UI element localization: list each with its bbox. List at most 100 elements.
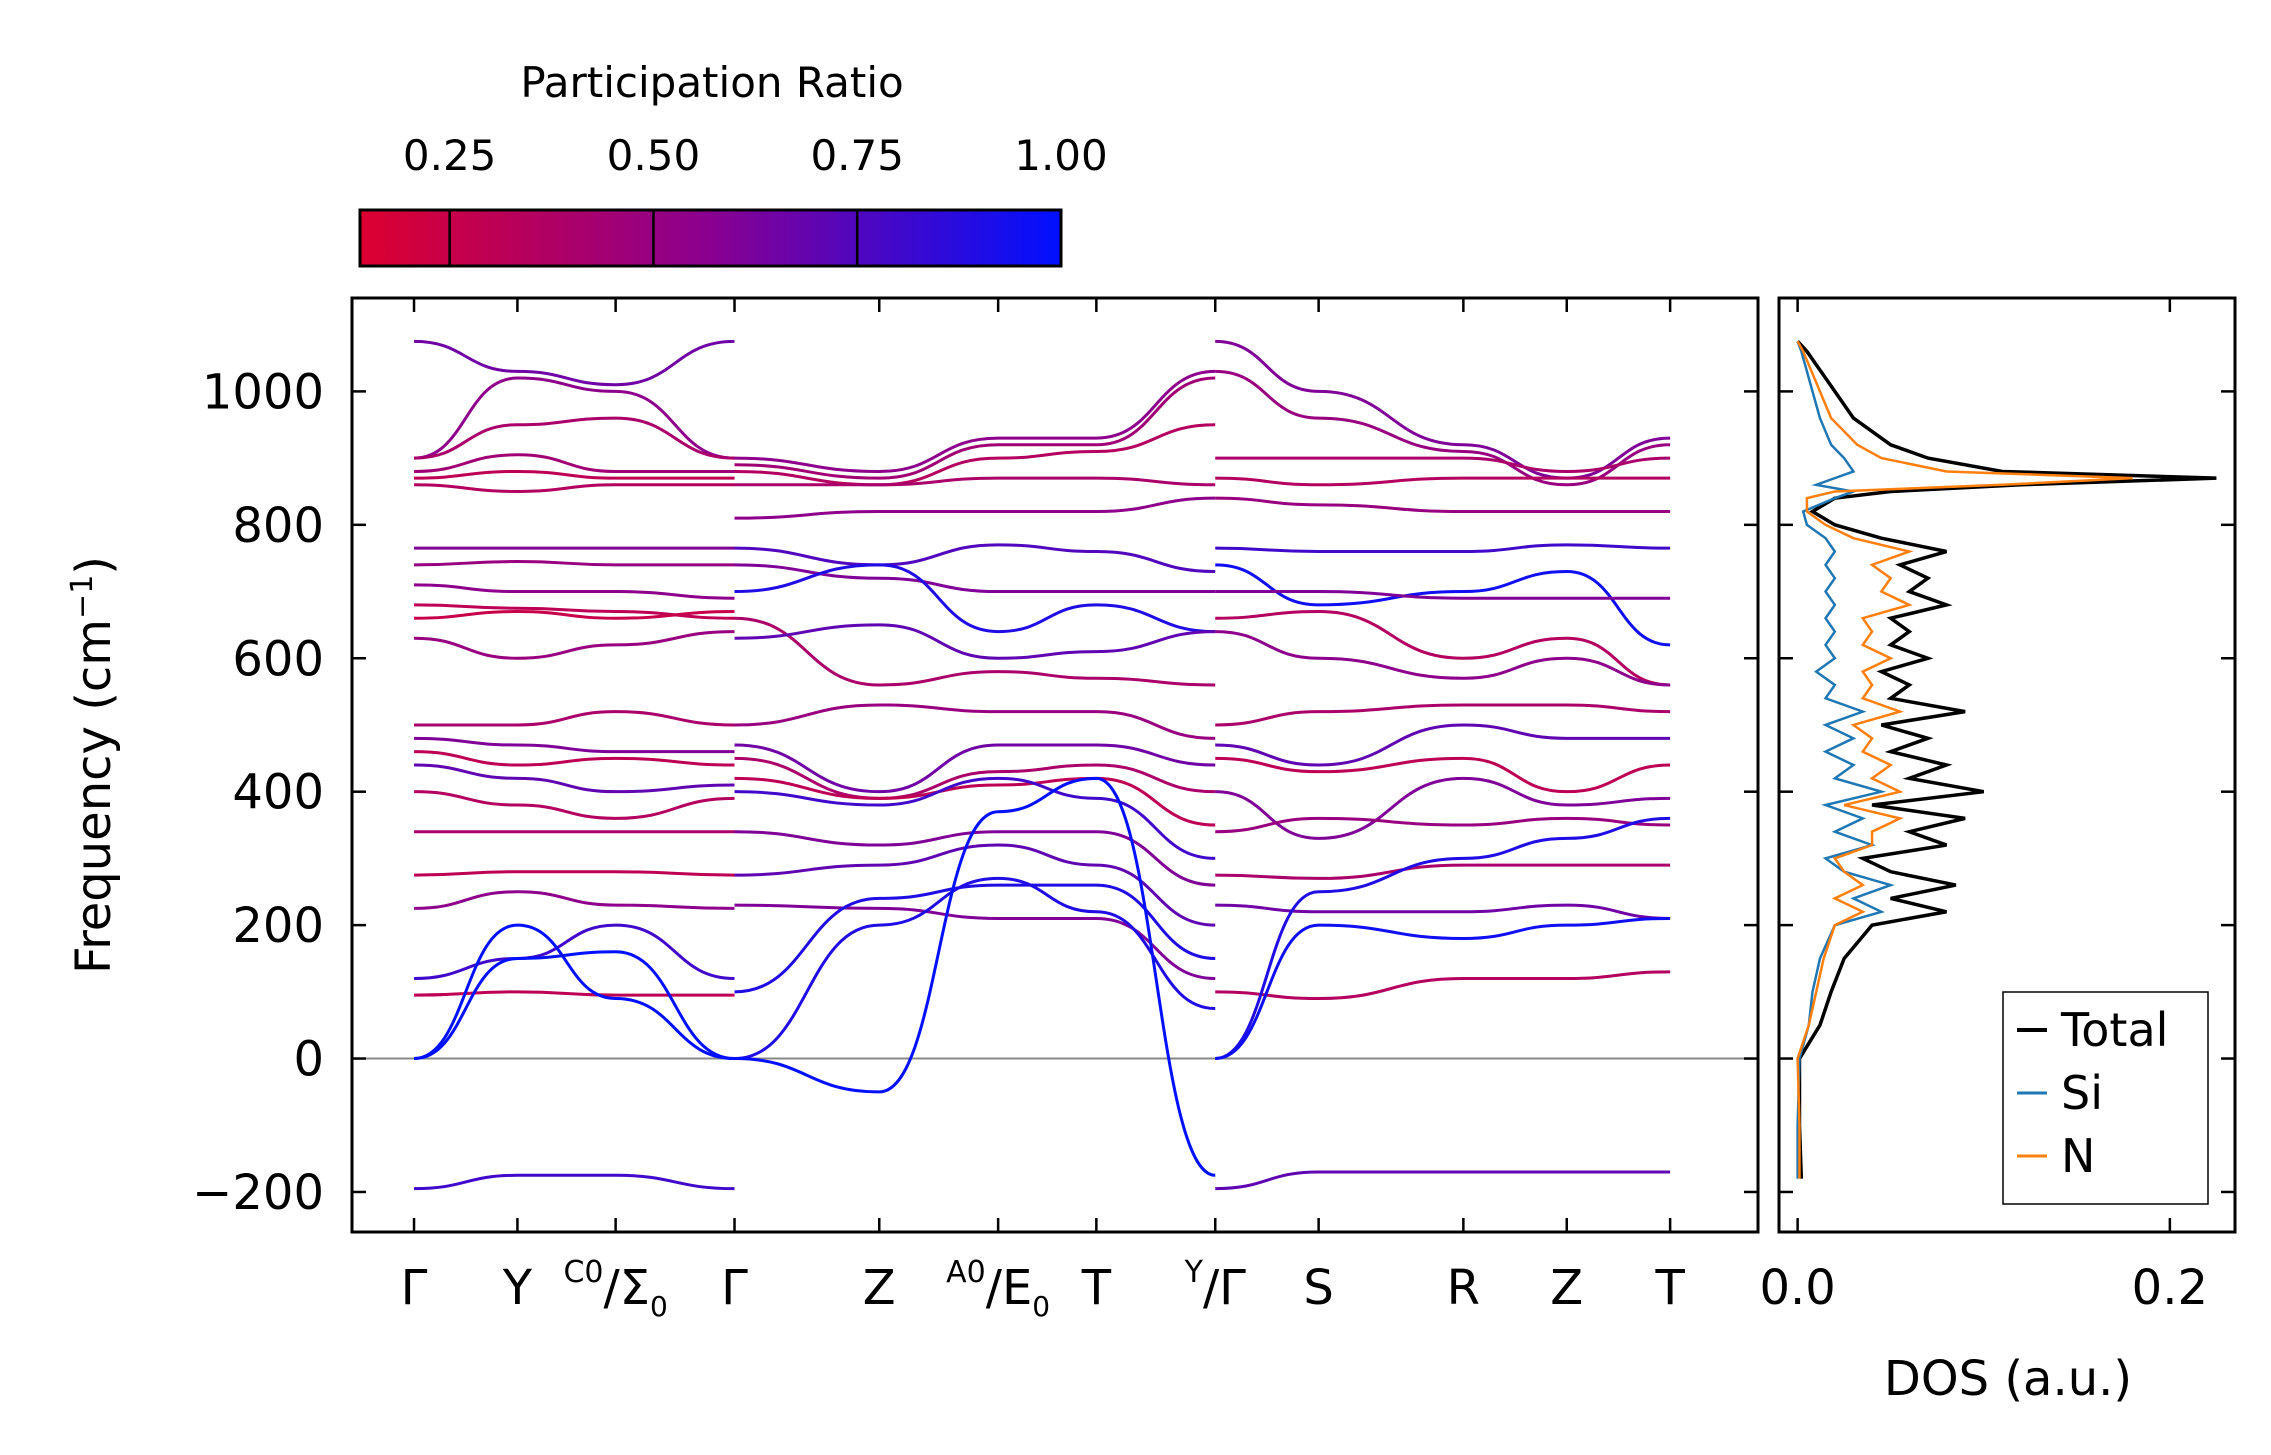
dos-x-tick-label: 0.0 (1759, 1260, 1835, 1316)
y-axis-title: Frequency (cm−1) (65, 556, 122, 974)
legend-label: Si (2061, 1066, 2103, 1120)
dos-x-axis-title: DOS (a.u.) (1884, 1351, 2132, 1407)
y-tick-label: 1000 (202, 364, 324, 420)
band-line (734, 830, 1216, 887)
band-line (734, 376, 1216, 480)
band-line (414, 890, 735, 910)
y-tick-label: 600 (232, 631, 324, 687)
dos-lines (1796, 340, 2217, 1179)
band-line (414, 560, 735, 567)
band-line (414, 610, 735, 620)
kpoint-label: R (1447, 1260, 1480, 1316)
band-line (1215, 339, 1671, 480)
dos-ticks: 0.0 0.2 (1759, 298, 2208, 1316)
band-line (1215, 756, 1671, 794)
band-lines (352, 339, 1758, 1191)
band-line (414, 453, 735, 473)
band-line (734, 743, 1216, 794)
kpoint-label: Γ (401, 1260, 428, 1316)
band-line (414, 710, 735, 727)
legend-label: N (2061, 1129, 2095, 1183)
band-line (1215, 816, 1671, 1061)
band-line (1215, 563, 1671, 647)
band-line (734, 496, 1216, 520)
band-line (734, 369, 1216, 473)
dos-series-n (1796, 340, 2133, 1179)
band-line (734, 903, 1216, 980)
dos-series-total (1796, 340, 2217, 1179)
colorbar-ticks: 0.25 0.50 0.75 1.00 (403, 131, 1108, 266)
band-line (734, 616, 1216, 687)
y-tick-label: 400 (232, 765, 324, 821)
band-line (414, 990, 735, 997)
band-line (414, 416, 735, 460)
band-line (414, 630, 735, 660)
band-line (1215, 496, 1671, 513)
kpoint-label: S (1303, 1260, 1333, 1316)
band-line (1215, 610, 1671, 687)
band-line (734, 623, 1216, 660)
band-line (1215, 916, 1671, 1061)
colorbar-tick-label: 1.00 (1014, 131, 1108, 180)
dos-axes-frame (1777, 296, 2237, 1234)
band-line (734, 563, 1216, 634)
band-y-ticks: −200 0 200 400 600 800 1000 (192, 364, 2235, 1221)
colorbar-tick-label: 0.25 (403, 131, 497, 180)
band-line (734, 543, 1216, 574)
kpoint-label: Z (863, 1260, 896, 1316)
band-line (1215, 630, 1671, 687)
colorbar-gradient (358, 208, 1063, 268)
legend-label: Total (2060, 1003, 2168, 1057)
band-line (734, 776, 1216, 860)
band-line (414, 469, 735, 480)
band-line (1215, 903, 1671, 920)
band-line (414, 376, 735, 460)
band-line (1215, 703, 1671, 727)
band-structure-panel: −200 0 200 400 600 800 1000 Γ Y C0/Σ0 Γ Z A0/E0 T Y/Γ… (65, 296, 2235, 1323)
band-line (734, 776, 1216, 1177)
band-line (414, 483, 735, 493)
y-tick-label: 200 (232, 898, 324, 954)
band-line (1215, 723, 1671, 767)
dos-series-si (1796, 340, 1895, 1179)
band-line (1215, 456, 1671, 473)
band-line (734, 883, 1216, 994)
colorbar-title: Participation Ratio (520, 58, 903, 107)
band-line (734, 876, 1216, 1061)
y-tick-label: 0 (293, 1032, 324, 1088)
kpoint-label: A0/E0 (946, 1255, 1050, 1323)
band-line (1215, 590, 1671, 600)
band-line (414, 339, 735, 387)
kpoint-label: Y/Γ (1184, 1255, 1247, 1316)
colorbar-tick-label: 0.75 (810, 131, 904, 180)
kpoint-label: T (1654, 1260, 1685, 1316)
band-line (734, 843, 1216, 927)
band-line (734, 756, 1216, 800)
band-line (734, 776, 1216, 827)
kpoint-label: Z (1550, 1260, 1583, 1316)
colorbar: Participation Ratio 0.25 0.50 0.75 1.00 (358, 58, 1108, 268)
dos-x-tick-label: 0.2 (2132, 1260, 2208, 1316)
band-line (414, 763, 735, 794)
y-tick-label: 800 (232, 498, 324, 554)
colorbar-tick-label: 0.50 (607, 131, 701, 180)
band-line (414, 790, 735, 820)
dos-legend: Total Si N (2002, 991, 2209, 1205)
band-line (414, 923, 735, 980)
band-line (414, 1173, 735, 1191)
band-line (414, 736, 735, 754)
band-line (1215, 816, 1671, 834)
band-line (734, 476, 1216, 487)
kpoint-label: T (1081, 1260, 1112, 1316)
band-line (1215, 1170, 1671, 1191)
legend-box (2002, 991, 2209, 1205)
band-axes-frame (350, 296, 1760, 1234)
band-line (1215, 970, 1671, 1001)
kpoint-label: Y (502, 1260, 533, 1316)
kpoint-label: C0/Σ0 (563, 1255, 667, 1323)
y-tick-label: −200 (192, 1165, 324, 1221)
band-x-ticks: Γ Y C0/Σ0 Γ Z A0/E0 T Y/Γ S R Z T (401, 298, 1685, 1323)
band-line (413, 923, 735, 1061)
band-line (413, 950, 735, 1061)
